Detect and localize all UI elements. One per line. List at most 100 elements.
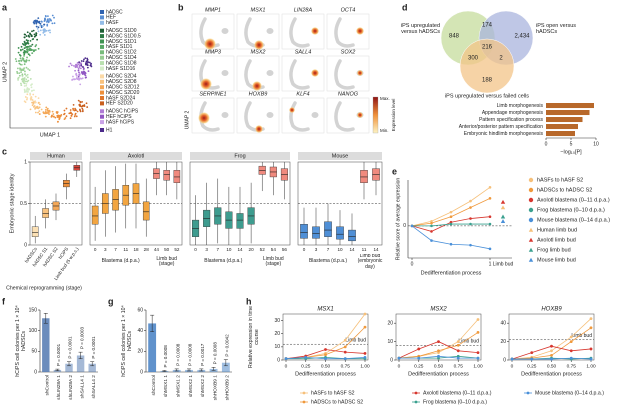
cell-point — [34, 95, 37, 98]
cell-point — [78, 72, 81, 75]
category-label: hCiPS — [58, 246, 70, 260]
cell-point — [77, 68, 80, 70]
y-tick-label: 20 — [500, 339, 506, 345]
cell-point — [34, 45, 37, 48]
cell-point — [79, 83, 82, 86]
cell-point — [21, 75, 24, 77]
legend-label: hASF hCiPS — [106, 119, 135, 125]
cell-point — [16, 70, 18, 73]
box-body — [42, 208, 49, 218]
series-point — [469, 217, 472, 220]
cell-point — [37, 97, 40, 100]
cell-point — [26, 49, 29, 51]
cell-point — [21, 43, 24, 45]
cell-point — [39, 33, 42, 36]
legend-label: Mouse limb bud — [537, 257, 576, 263]
cell-point — [81, 110, 84, 113]
limb-bud-label: Limb bud — [571, 333, 592, 339]
series-point — [456, 349, 460, 353]
subgroup-label: Chemical reprogramming (stage) — [6, 285, 82, 291]
cell-point — [53, 115, 55, 118]
bar — [546, 110, 590, 116]
cell-point — [37, 26, 40, 29]
y-axis-label: Relative expression in time course — [248, 306, 260, 368]
y-tick-label: 0.5 — [20, 201, 27, 207]
cell-point — [81, 77, 84, 80]
p-value: P = 0.0001 — [91, 336, 96, 359]
legend-marker — [414, 391, 418, 395]
legend-marker — [302, 391, 306, 395]
legend-label: hADSC S1D0 — [106, 28, 137, 34]
bar — [546, 103, 594, 109]
text-box: iPS upregulated versus hADSCs — [401, 23, 440, 35]
group-name: Mouse — [332, 153, 349, 159]
cell-point — [29, 108, 32, 111]
cell-point — [39, 24, 42, 27]
legend-swatch — [100, 66, 104, 71]
venn-set — [459, 38, 515, 94]
cell-point — [78, 66, 81, 69]
text-box: iPS open versus hADSCs — [536, 23, 576, 35]
x-tick-label: 0 — [411, 261, 414, 267]
cell-point — [15, 60, 18, 63]
cell-point — [33, 33, 36, 36]
cell-point — [16, 67, 19, 70]
legend-swatch — [100, 34, 104, 39]
category-label: shControl — [45, 375, 51, 396]
x-tick-label: 1 — [489, 261, 492, 267]
box-body — [336, 226, 344, 240]
venn-count: 174 — [482, 23, 493, 29]
expression-hotspot — [255, 125, 263, 133]
cell-point — [46, 109, 49, 111]
x-axis-label: Dedifferentiation process — [521, 371, 582, 377]
cell-point — [20, 82, 22, 85]
gene-name: OCT4 — [341, 7, 356, 13]
text-box: Limb bud (stage) — [263, 256, 284, 267]
series-point — [430, 224, 433, 228]
y-tick-label: 0 — [503, 357, 506, 363]
cell-point — [18, 72, 21, 75]
umap-silhouette — [289, 17, 310, 48]
x-tick-label: 1.00 — [360, 363, 370, 369]
venn-set-label: iPS upregulated versus failed cells — [445, 93, 529, 99]
legend-label: Frog blastema (0–10 d.p.a.) — [537, 207, 605, 213]
cell-point — [26, 56, 28, 59]
category-label: Appendage morphogenesis — [482, 110, 544, 116]
legend-label: hADSC hCiPS — [106, 109, 139, 115]
cell-point — [48, 18, 51, 20]
x-tick-label: 0.25 — [414, 363, 424, 369]
legend-label: hADSCs to hADSC S2 — [537, 187, 592, 193]
cell-point — [72, 75, 74, 78]
category-label: shControl — [151, 375, 157, 396]
cell-point — [36, 38, 39, 41]
cell-point — [60, 114, 63, 116]
cell-point — [29, 78, 32, 80]
legend-swatch — [100, 120, 104, 125]
series-point — [449, 222, 453, 226]
cell-point — [84, 74, 87, 77]
series-point — [343, 345, 347, 349]
venn-count: 2 — [499, 56, 503, 62]
y-tick-label: 0 — [34, 369, 37, 375]
box-body — [91, 205, 99, 225]
box-body — [163, 170, 170, 181]
expression-hotspot — [200, 78, 212, 90]
series-point — [550, 344, 553, 348]
cell-point — [70, 115, 73, 117]
series-point — [550, 354, 553, 357]
category-label: Limb morphogenesis — [497, 103, 544, 109]
cell-point — [77, 63, 80, 66]
group-header — [190, 152, 290, 160]
cell-point — [51, 14, 54, 17]
cell-point — [27, 35, 30, 37]
cell-point — [44, 15, 47, 17]
gene-name: HOXB9 — [249, 91, 268, 97]
cell-point — [58, 115, 60, 118]
category-label: 11 — [362, 247, 367, 252]
cell-point — [81, 109, 84, 111]
group-header — [298, 152, 382, 160]
cell-point — [17, 77, 19, 80]
category-label: shMSX2 2 — [200, 375, 206, 397]
